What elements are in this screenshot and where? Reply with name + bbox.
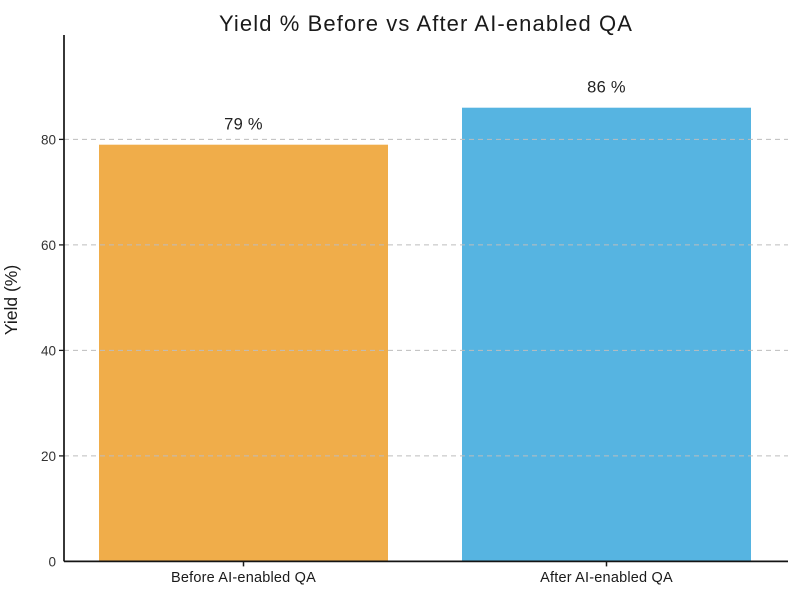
- svg-text:After AI-enabled QA: After AI-enabled QA: [540, 570, 673, 586]
- svg-text:79 %: 79 %: [224, 116, 263, 134]
- svg-text:0: 0: [48, 555, 56, 570]
- svg-text:Yield % Before vs After AI-ena: Yield % Before vs After AI-enabled QA: [219, 11, 633, 36]
- svg-text:40: 40: [41, 343, 56, 358]
- svg-text:Before AI-enabled QA: Before AI-enabled QA: [171, 570, 316, 586]
- svg-text:80: 80: [41, 132, 56, 147]
- svg-text:Yield (%): Yield (%): [1, 265, 21, 335]
- svg-text:60: 60: [41, 238, 56, 253]
- svg-text:20: 20: [41, 449, 56, 464]
- svg-text:86 %: 86 %: [587, 79, 626, 97]
